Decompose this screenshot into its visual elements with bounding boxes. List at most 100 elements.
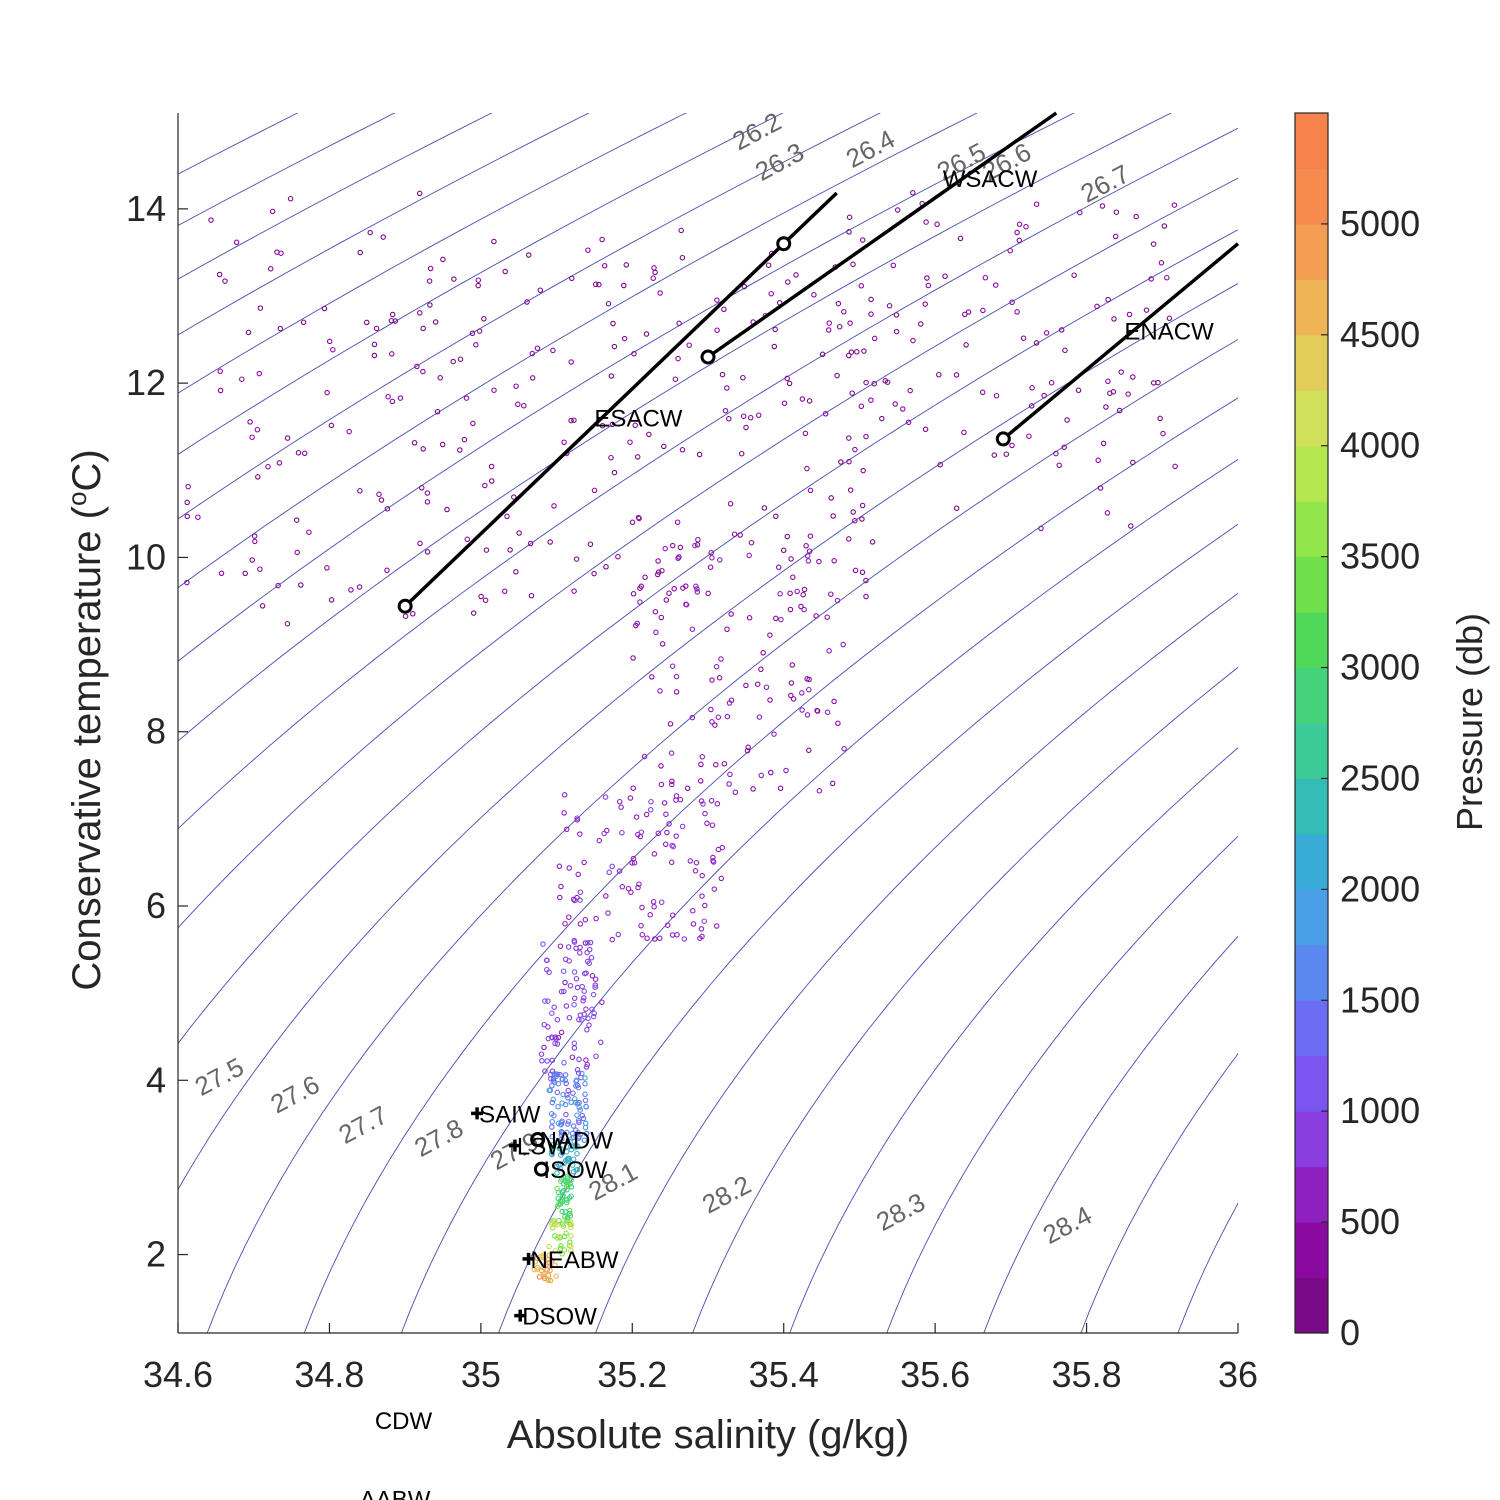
data-point bbox=[871, 380, 877, 387]
data-point bbox=[724, 385, 730, 391]
x-axis-ticks: 34.6 34.8 35 35.2 35.4 35.6 35.8 36 bbox=[143, 1323, 1258, 1395]
data-point bbox=[859, 237, 866, 243]
data-point bbox=[1143, 307, 1150, 313]
data-point bbox=[826, 648, 832, 654]
data-point bbox=[470, 420, 476, 427]
data-point bbox=[507, 547, 513, 553]
water-mass-marker bbox=[471, 1107, 484, 1120]
colorbar-segment bbox=[1295, 667, 1328, 724]
data-point bbox=[1071, 272, 1077, 278]
data-point bbox=[1112, 233, 1119, 240]
colorbar-label: Pressure (db) bbox=[1449, 613, 1490, 831]
data-point bbox=[647, 807, 654, 813]
y-tick-label: 2 bbox=[146, 1234, 166, 1275]
data-point bbox=[654, 571, 661, 578]
data-point bbox=[846, 458, 852, 465]
data-point bbox=[439, 441, 446, 448]
colorbar-segment bbox=[1295, 501, 1328, 558]
data-point bbox=[1043, 330, 1050, 336]
data-point bbox=[577, 921, 584, 927]
data-point bbox=[328, 422, 335, 429]
data-point bbox=[276, 460, 283, 466]
data-point bbox=[802, 430, 809, 437]
data-point bbox=[707, 564, 714, 570]
data-point bbox=[437, 375, 443, 381]
data-point bbox=[846, 435, 852, 441]
data-point bbox=[525, 252, 532, 258]
data-point bbox=[618, 804, 624, 810]
data-point bbox=[646, 431, 652, 438]
data-point bbox=[554, 1185, 560, 1192]
data-point bbox=[642, 574, 648, 581]
data-point bbox=[628, 889, 634, 896]
data-point bbox=[363, 319, 370, 326]
data-point bbox=[324, 565, 330, 571]
data-point bbox=[426, 278, 433, 284]
data-point bbox=[559, 1076, 565, 1083]
data-point bbox=[868, 397, 874, 403]
data-point bbox=[583, 1130, 590, 1137]
data-point bbox=[669, 912, 676, 918]
y-tick-label: 6 bbox=[146, 885, 166, 926]
data-point bbox=[1172, 463, 1178, 470]
water-mass-marker bbox=[508, 1139, 521, 1152]
data-point bbox=[416, 190, 423, 197]
data-point bbox=[589, 973, 596, 979]
data-point bbox=[1150, 380, 1157, 386]
data-point bbox=[712, 722, 718, 728]
isopycnal-labels: 26.226.3 26.4 26.526.6 26.727.5 27.627.7 27.8… bbox=[190, 106, 1135, 1250]
data-point bbox=[563, 1080, 569, 1087]
data-point bbox=[585, 1015, 591, 1022]
data-point bbox=[651, 851, 658, 857]
data-point bbox=[671, 586, 677, 592]
data-point bbox=[893, 328, 900, 335]
data-point bbox=[1014, 229, 1020, 236]
data-point bbox=[1095, 457, 1101, 464]
data-point bbox=[609, 936, 616, 943]
data-point bbox=[284, 435, 291, 441]
data-point bbox=[825, 327, 832, 333]
data-point bbox=[587, 541, 594, 547]
data-point bbox=[923, 219, 929, 225]
data-point bbox=[643, 811, 650, 818]
data-point bbox=[711, 886, 718, 892]
data-point bbox=[635, 884, 641, 891]
colorbar-segment bbox=[1295, 390, 1328, 447]
isopycnal-label: 27.8 bbox=[409, 1113, 468, 1163]
data-point bbox=[917, 321, 924, 327]
data-point bbox=[1130, 459, 1136, 466]
data-point bbox=[793, 272, 799, 278]
data-point bbox=[694, 586, 700, 592]
data-point bbox=[537, 287, 544, 293]
data-point bbox=[709, 555, 715, 561]
data-point bbox=[581, 1137, 588, 1144]
data-point bbox=[758, 666, 764, 673]
data-point bbox=[558, 1243, 564, 1249]
data-point bbox=[583, 1103, 589, 1110]
data-point bbox=[868, 296, 874, 303]
data-point bbox=[942, 273, 948, 280]
data-point bbox=[548, 1221, 555, 1228]
data-point bbox=[532, 1259, 539, 1265]
data-point bbox=[371, 341, 378, 348]
data-point bbox=[991, 452, 998, 458]
data-point bbox=[554, 1170, 560, 1176]
data-point bbox=[727, 501, 734, 507]
data-point bbox=[786, 380, 793, 387]
data-point bbox=[602, 794, 609, 800]
data-point bbox=[1020, 335, 1027, 341]
data-point bbox=[777, 785, 784, 792]
data-point bbox=[573, 556, 580, 562]
data-point bbox=[740, 374, 746, 381]
data-point bbox=[894, 207, 901, 213]
colorbar-segment bbox=[1295, 223, 1328, 280]
data-point bbox=[397, 395, 404, 401]
data-point bbox=[1118, 369, 1124, 375]
data-point bbox=[672, 376, 679, 382]
data-point bbox=[470, 610, 477, 616]
data-point bbox=[619, 829, 625, 836]
data-point bbox=[557, 1245, 564, 1252]
data-point bbox=[699, 754, 706, 760]
data-point bbox=[772, 326, 778, 333]
data-point bbox=[824, 709, 831, 716]
